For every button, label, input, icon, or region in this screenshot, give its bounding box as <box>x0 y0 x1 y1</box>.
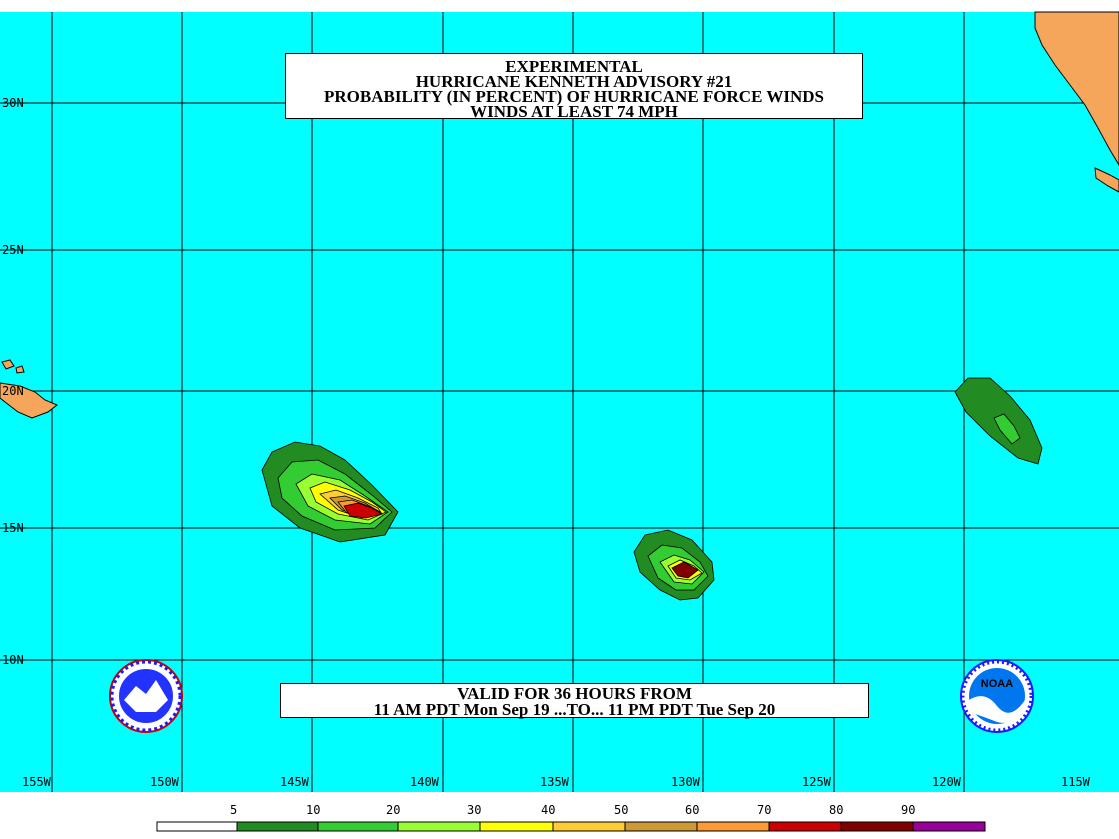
legend-swatch-1 <box>237 822 318 831</box>
lat-label-20n: 20N <box>2 384 24 398</box>
lon-label-125w: 125W <box>802 775 831 789</box>
lon-label-115w: 115W <box>1061 775 1090 789</box>
legend-swatch-0 <box>157 822 237 831</box>
noaa-logo-text: NOAA <box>980 678 1014 690</box>
valid-line-2: 11 AM PDT Mon Sep 19 ...TO... 11 PM PDT … <box>281 702 868 718</box>
lon-label-140w: 140W <box>410 775 439 789</box>
title-line-4: WINDS AT LEAST 74 MPH <box>286 104 862 119</box>
nws-logo-icon <box>110 660 182 732</box>
lat-label-15n: 15N <box>2 521 24 535</box>
lon-label-155w: 155W <box>22 775 51 789</box>
legend-swatch-9 <box>841 822 913 831</box>
lon-label-120w: 120W <box>932 775 961 789</box>
lon-label-135w: 135W <box>540 775 569 789</box>
legend-label-70: 70 <box>757 803 771 817</box>
lon-label-130w: 130W <box>671 775 700 789</box>
legend-label-40: 40 <box>541 803 555 817</box>
legend-label-80: 80 <box>829 803 843 817</box>
legend-swatch-8 <box>769 822 841 831</box>
legend-swatch-10 <box>913 822 985 831</box>
legend-swatch-5 <box>553 822 625 831</box>
legend-label-5: 5 <box>230 803 237 817</box>
noaa-logo-icon <box>961 660 1033 732</box>
legend-label-50: 50 <box>614 803 628 817</box>
lon-label-150w: 150W <box>150 775 179 789</box>
lat-label-30n: 30N <box>2 96 24 110</box>
legend-label-30: 30 <box>467 803 481 817</box>
lon-label-145w: 145W <box>280 775 309 789</box>
title-box: EXPERIMENTAL HURRICANE KENNETH ADVISORY … <box>285 53 863 119</box>
legend-label-10: 10 <box>306 803 320 817</box>
legend-swatch-7 <box>697 822 769 831</box>
lat-label-25n: 25N <box>2 243 24 257</box>
legend-swatch-4 <box>480 822 553 831</box>
legend-bar <box>157 822 985 831</box>
legend-swatch-3 <box>398 822 480 831</box>
legend-swatch-2 <box>318 822 398 831</box>
legend-label-20: 20 <box>386 803 400 817</box>
legend-label-90: 90 <box>901 803 915 817</box>
legend-label-60: 60 <box>685 803 699 817</box>
valid-time-box: VALID FOR 36 HOURS FROM 11 AM PDT Mon Se… <box>280 683 869 718</box>
legend-swatch-6 <box>625 822 697 831</box>
lat-label-10n: 10N <box>2 653 24 667</box>
